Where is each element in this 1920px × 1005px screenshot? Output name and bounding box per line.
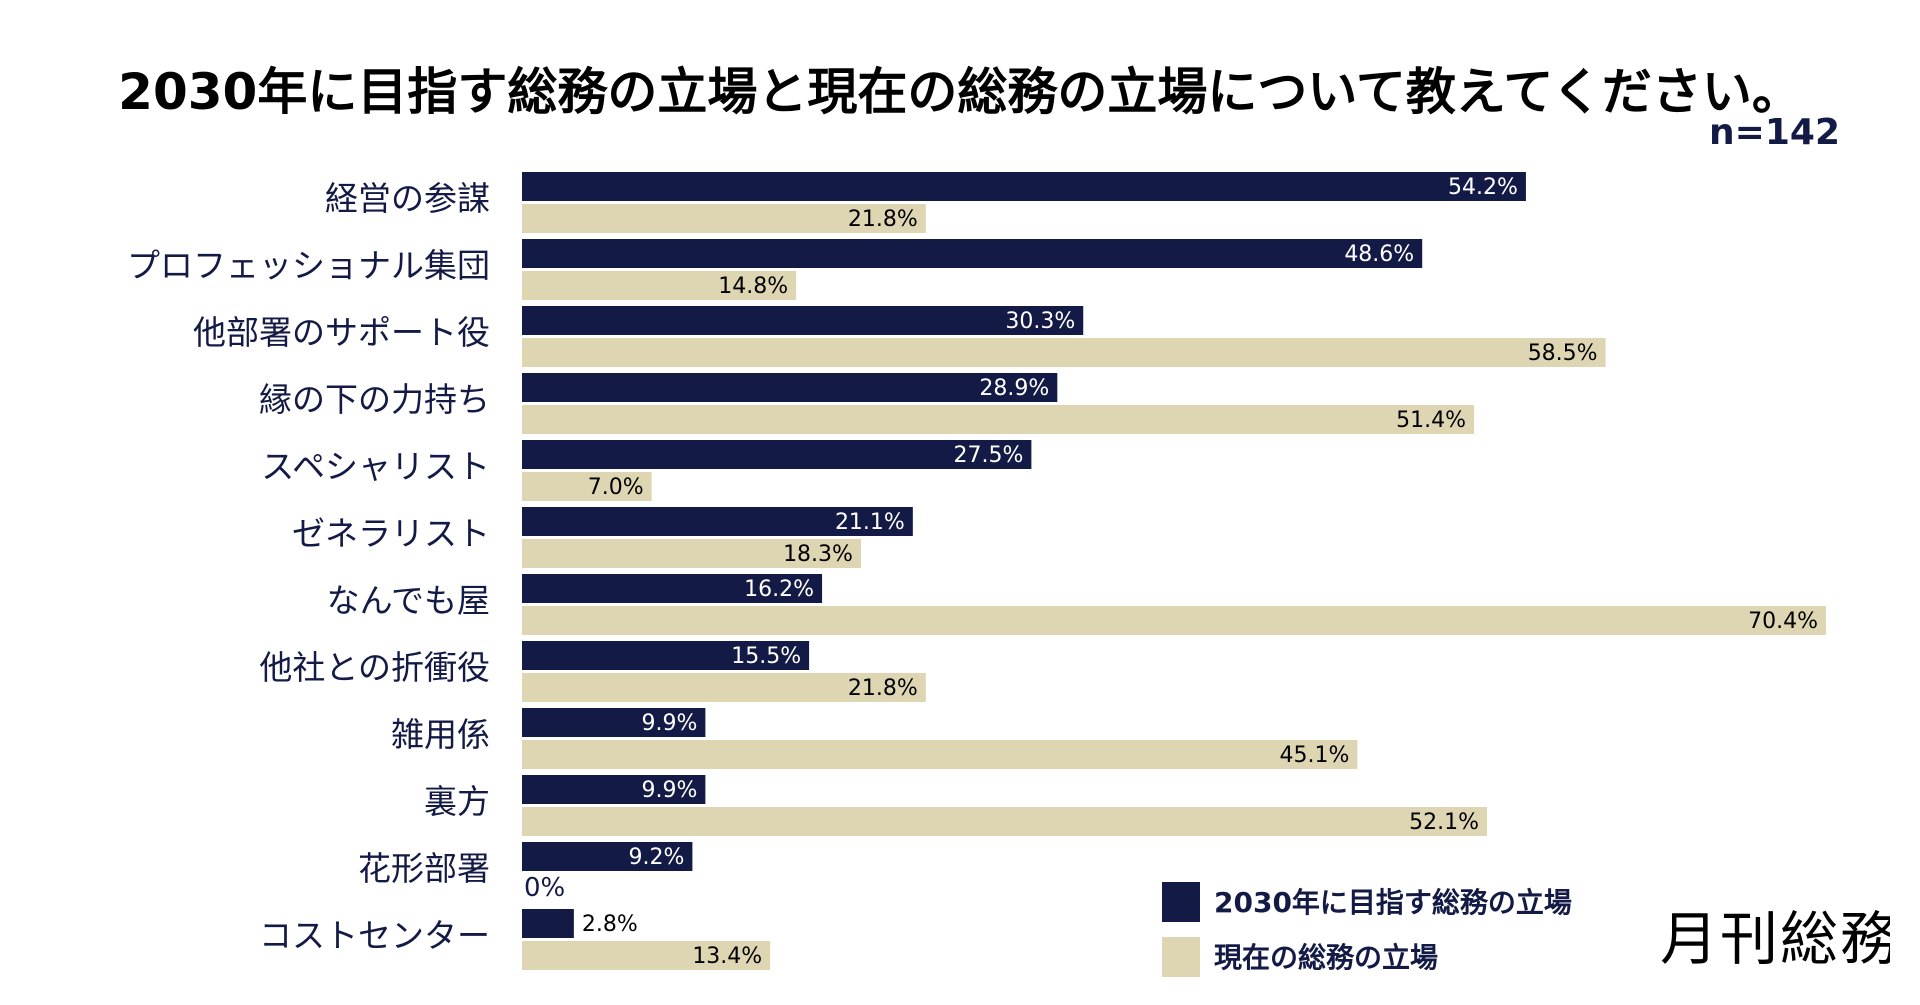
data-label-current: 14.8% bbox=[718, 274, 788, 299]
bar-target bbox=[522, 842, 693, 871]
bar-current bbox=[522, 472, 652, 501]
category-label: 雑用係 bbox=[391, 715, 490, 754]
svg-text:月刊総務: 月刊総務 bbox=[1660, 905, 1890, 973]
data-label-current: 70.4% bbox=[1748, 609, 1818, 634]
bar-current bbox=[522, 807, 1488, 836]
sample-size-label: n=142 bbox=[1709, 112, 1840, 153]
data-label-target: 54.2% bbox=[1448, 175, 1518, 200]
data-label-current: 7.0% bbox=[588, 475, 644, 500]
bar-current bbox=[522, 338, 1606, 367]
bar-target bbox=[522, 641, 810, 670]
data-label-target: 16.2% bbox=[744, 577, 814, 602]
category-label: 縁の下の力持ち bbox=[259, 380, 490, 419]
bar-target bbox=[522, 440, 1032, 469]
data-label-target: 9.9% bbox=[641, 711, 697, 736]
bar-target bbox=[522, 909, 574, 938]
data-label-current: 18.3% bbox=[783, 542, 853, 567]
bar-current bbox=[522, 405, 1475, 434]
bar-current bbox=[522, 539, 861, 568]
data-label-target: 2.8% bbox=[582, 912, 638, 937]
legend-swatch-target bbox=[1162, 882, 1200, 922]
bar-current bbox=[522, 740, 1358, 769]
brand-logo-mark: 月刊総務 bbox=[1660, 905, 1898, 973]
category-label: 他社との折衝役 bbox=[259, 648, 490, 687]
bar-current bbox=[522, 606, 1826, 635]
category-label: ゼネラリスト bbox=[292, 514, 490, 553]
bar-current bbox=[522, 204, 926, 233]
data-label-current: 58.5% bbox=[1528, 341, 1598, 366]
data-label-target: 21.1% bbox=[835, 510, 905, 535]
category-label: プロフェッショナル集団 bbox=[127, 246, 490, 285]
chart-title: 2030年に目指す総務の立場と現在の総務の立場について教えてください。 bbox=[118, 63, 1802, 121]
data-label-current: 21.8% bbox=[848, 676, 918, 701]
data-label-target: 48.6% bbox=[1344, 242, 1414, 267]
legend-label-current: 現在の総務の立場 bbox=[1214, 941, 1438, 974]
brand-logo: 月刊総務 bbox=[1660, 895, 1898, 991]
category-label: 裏方 bbox=[424, 782, 490, 821]
data-label-current: 51.4% bbox=[1396, 408, 1466, 433]
data-label-target: 15.5% bbox=[731, 644, 801, 669]
category-label: コストセンター bbox=[259, 916, 490, 955]
bar-current bbox=[522, 941, 771, 970]
data-label-target: 28.9% bbox=[979, 376, 1049, 401]
bar-target bbox=[522, 373, 1058, 402]
bar-target bbox=[522, 239, 1423, 268]
data-label-current: 45.1% bbox=[1279, 743, 1349, 768]
category-label: スペシャリスト bbox=[261, 447, 490, 486]
legend-label-target: 2030年に目指す総務の立場 bbox=[1214, 886, 1572, 919]
data-label-current: 21.8% bbox=[848, 207, 918, 232]
category-label: なんでも屋 bbox=[327, 581, 490, 620]
data-label-target: 30.3% bbox=[1005, 309, 1075, 334]
bar-current bbox=[522, 271, 797, 300]
bar-current bbox=[522, 673, 926, 702]
category-label: 他部署のサポート役 bbox=[193, 313, 490, 352]
data-label-target: 9.2% bbox=[629, 845, 685, 870]
bar-target bbox=[522, 708, 706, 737]
bar-target bbox=[522, 775, 706, 804]
bar-target bbox=[522, 507, 913, 536]
category-label: 花形部署 bbox=[358, 849, 490, 888]
data-label-target: 27.5% bbox=[953, 443, 1023, 468]
data-label-current: 13.4% bbox=[692, 944, 762, 969]
data-label-current: 0% bbox=[524, 873, 565, 903]
data-label-target: 9.9% bbox=[641, 778, 697, 803]
bar-target bbox=[522, 574, 823, 603]
legend-swatch-current bbox=[1162, 937, 1200, 977]
category-label: 経営の参謀 bbox=[325, 179, 490, 218]
bar-target bbox=[522, 172, 1526, 201]
data-label-current: 52.1% bbox=[1409, 810, 1479, 835]
bar-target bbox=[522, 306, 1084, 335]
